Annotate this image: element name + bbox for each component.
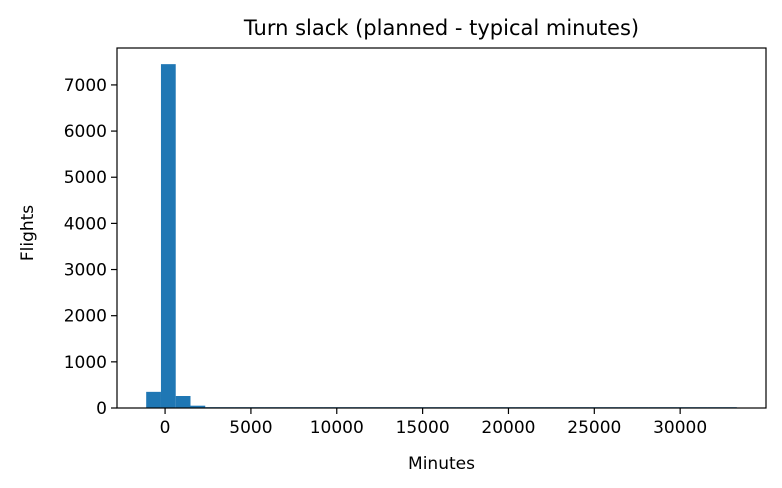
x-tick-label: 20000: [481, 418, 535, 438]
x-tick-label: 5000: [229, 418, 272, 438]
x-tick-label: 0: [160, 418, 171, 438]
y-tick-label: 0: [96, 399, 107, 419]
y-tick-label: 1000: [64, 353, 107, 373]
plot-area-background: [117, 48, 766, 408]
x-axis-label: Minutes: [408, 454, 475, 474]
plot-frame: [116, 47, 767, 409]
y-tick-label: 2000: [64, 307, 107, 327]
chart-title: Turn slack (planned - typical minutes): [243, 16, 639, 40]
y-tick-label: 4000: [64, 214, 107, 234]
y-tick-label: 3000: [64, 261, 107, 281]
y-axis-ticks: 0 1000 2000 3000 4000 5000 6000 7000: [64, 76, 117, 419]
x-tick-label: 30000: [653, 418, 707, 438]
y-tick-label: 7000: [64, 76, 107, 96]
histogram-bar-3: [190, 405, 206, 408]
x-axis-ticks: 0 5000 10000 15000 20000 25000 30000: [160, 408, 707, 438]
histogram-bar-0: [146, 391, 161, 408]
histogram-bar-1: [160, 64, 176, 409]
y-tick-label: 6000: [64, 122, 107, 142]
x-tick-label: 15000: [396, 418, 450, 438]
x-tick-label: 25000: [567, 418, 621, 438]
histogram-bar-2: [175, 396, 191, 408]
y-tick-label: 5000: [64, 168, 107, 188]
y-axis-label: Flights: [18, 205, 38, 261]
x-tick-label: 10000: [310, 418, 364, 438]
